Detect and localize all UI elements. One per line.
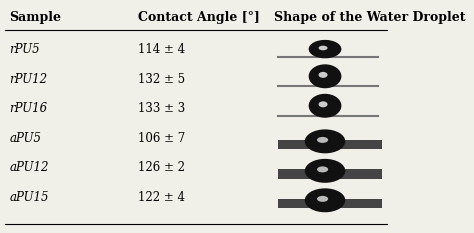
Text: 126 ± 2: 126 ± 2	[138, 161, 185, 174]
Ellipse shape	[305, 129, 345, 153]
Ellipse shape	[319, 101, 328, 107]
Text: rPU16: rPU16	[9, 102, 47, 115]
Ellipse shape	[309, 40, 341, 58]
Ellipse shape	[305, 188, 345, 212]
FancyBboxPatch shape	[278, 169, 382, 179]
Ellipse shape	[305, 159, 345, 183]
Text: aPU15: aPU15	[9, 191, 49, 204]
Text: 132 ± 5: 132 ± 5	[138, 73, 185, 86]
Text: aPU12: aPU12	[9, 161, 49, 174]
Text: rPU5: rPU5	[9, 43, 40, 56]
FancyBboxPatch shape	[278, 140, 382, 149]
Ellipse shape	[319, 46, 328, 50]
Text: Shape of the Water Droplet: Shape of the Water Droplet	[274, 11, 466, 24]
Text: aPU5: aPU5	[9, 132, 41, 145]
Text: Sample: Sample	[9, 11, 61, 24]
Ellipse shape	[309, 64, 341, 88]
Text: rPU12: rPU12	[9, 73, 47, 86]
Ellipse shape	[317, 196, 328, 202]
Text: 133 ± 3: 133 ± 3	[138, 102, 185, 115]
Text: Contact Angle [°]: Contact Angle [°]	[138, 11, 260, 24]
Text: 106 ± 7: 106 ± 7	[138, 132, 185, 145]
Text: 114 ± 4: 114 ± 4	[138, 43, 185, 56]
FancyBboxPatch shape	[278, 199, 382, 208]
Ellipse shape	[317, 166, 328, 172]
Ellipse shape	[309, 94, 341, 118]
Ellipse shape	[319, 72, 328, 78]
Text: 122 ± 4: 122 ± 4	[138, 191, 185, 204]
Ellipse shape	[317, 137, 328, 143]
